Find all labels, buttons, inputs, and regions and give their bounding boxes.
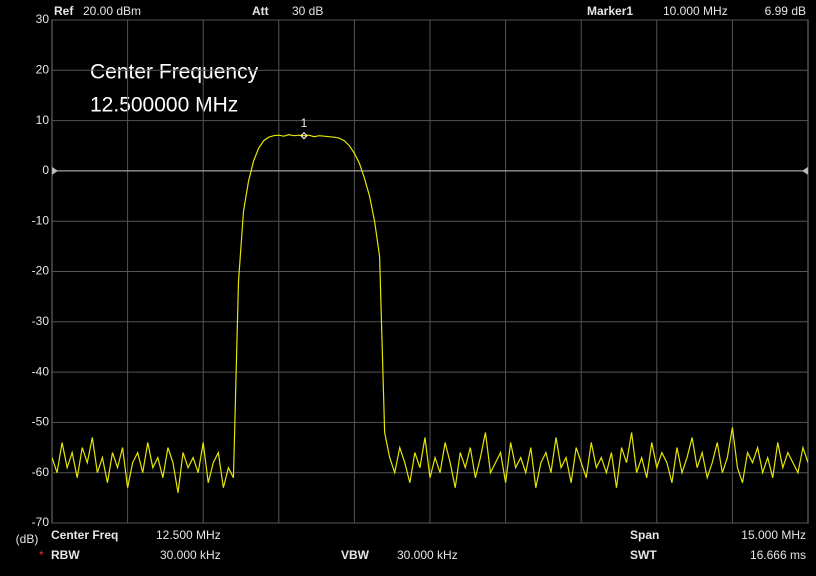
annotation: Center Frequency xyxy=(90,61,259,84)
span-label: Span xyxy=(630,528,659,542)
vbw-value: 30.000 kHz xyxy=(397,548,458,562)
marker-freq: 10.000 MHz xyxy=(663,4,728,18)
marker-level: 6.99 dB xyxy=(765,4,806,18)
y-tick-label: 0 xyxy=(42,163,49,177)
ref-value: 20.00 dBm xyxy=(83,4,141,18)
marker xyxy=(300,132,308,140)
y-tick-label: -20 xyxy=(32,264,50,278)
marker-label: Marker1 xyxy=(587,4,633,18)
marker-label: 1 xyxy=(301,116,308,130)
vbw-label: VBW xyxy=(341,548,370,562)
y-tick-label: 20 xyxy=(36,62,50,76)
rbw-value: 30.000 kHz xyxy=(160,548,221,562)
y-tick-label: -70 xyxy=(32,515,50,529)
y-tick-label: 30 xyxy=(36,12,50,26)
y-tick-label: -30 xyxy=(32,314,50,328)
span-value: 15.000 MHz xyxy=(741,528,806,542)
y-tick-label: -10 xyxy=(32,213,50,227)
center-label: Center Freq xyxy=(51,528,118,542)
y-axis-label: (dB) xyxy=(16,532,39,546)
y-tick-label: 10 xyxy=(36,113,50,127)
swt-label: SWT xyxy=(630,548,657,562)
y-tick-label: -40 xyxy=(32,364,50,378)
rbw-label: RBW xyxy=(51,548,80,562)
trace xyxy=(52,134,808,493)
att-label: Att xyxy=(252,4,269,18)
reference-arrow xyxy=(52,166,58,175)
att-value: 30 dB xyxy=(292,4,323,18)
rbw-flag: * xyxy=(39,548,44,562)
reference-arrow xyxy=(802,166,808,175)
annotation: 12.500000 MHz xyxy=(90,94,238,117)
y-tick-label: -60 xyxy=(32,465,50,479)
y-tick-label: -50 xyxy=(32,415,50,429)
ref-label: Ref xyxy=(54,4,74,18)
center-value: 12.500 MHz xyxy=(156,528,221,542)
swt-value: 16.666 ms xyxy=(750,548,806,562)
